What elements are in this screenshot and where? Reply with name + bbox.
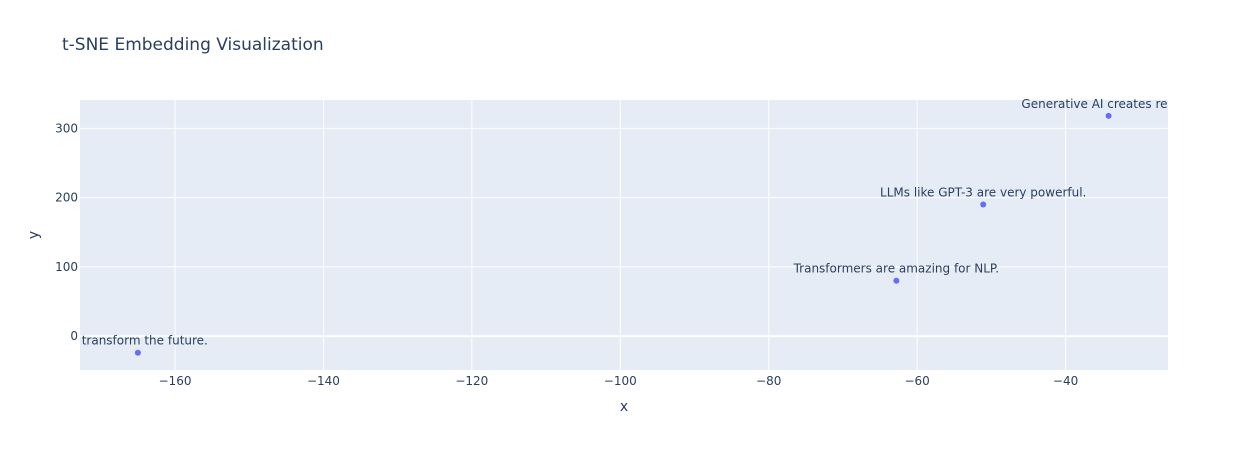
y-tick-label: 200 — [55, 191, 78, 205]
scatter-point[interactable] — [893, 277, 900, 284]
x-tick-label: −80 — [756, 374, 781, 388]
scatter-point[interactable] — [1105, 112, 1112, 119]
x-tick-label: −60 — [904, 374, 929, 388]
point-label: Generative AI creates realisti — [1021, 97, 1195, 111]
y-tick-label: 100 — [55, 260, 78, 274]
y-axis-title: y — [26, 231, 42, 239]
point-label: ill transform the future. — [68, 334, 208, 348]
data-points — [134, 112, 1112, 356]
y-tick-label: 300 — [55, 121, 78, 135]
chart-title: t-SNE Embedding Visualization — [62, 35, 324, 55]
y-axis-ticks: 0 100 200 300 — [55, 121, 78, 343]
scatter-point[interactable] — [134, 349, 141, 356]
scatter-point[interactable] — [980, 201, 987, 208]
grid-lines — [80, 100, 1168, 370]
point-label: Transformers are amazing for NLP. — [793, 262, 1000, 276]
x-tick-label: −160 — [159, 374, 192, 388]
y-tick-label: 0 — [70, 329, 78, 343]
x-axis-ticks: −160 −140 −120 −100 −80 −60 −40 — [159, 374, 1079, 388]
x-tick-label: −120 — [455, 374, 488, 388]
x-axis-title: x — [620, 399, 628, 415]
plot-area — [80, 100, 1168, 370]
x-tick-label: −100 — [604, 374, 637, 388]
point-label: LLMs like GPT-3 are very powerful. — [880, 186, 1086, 200]
x-tick-label: −40 — [1053, 374, 1078, 388]
x-tick-label: −140 — [307, 374, 340, 388]
point-labels: ill transform the future. Transformers ar… — [68, 97, 1195, 348]
